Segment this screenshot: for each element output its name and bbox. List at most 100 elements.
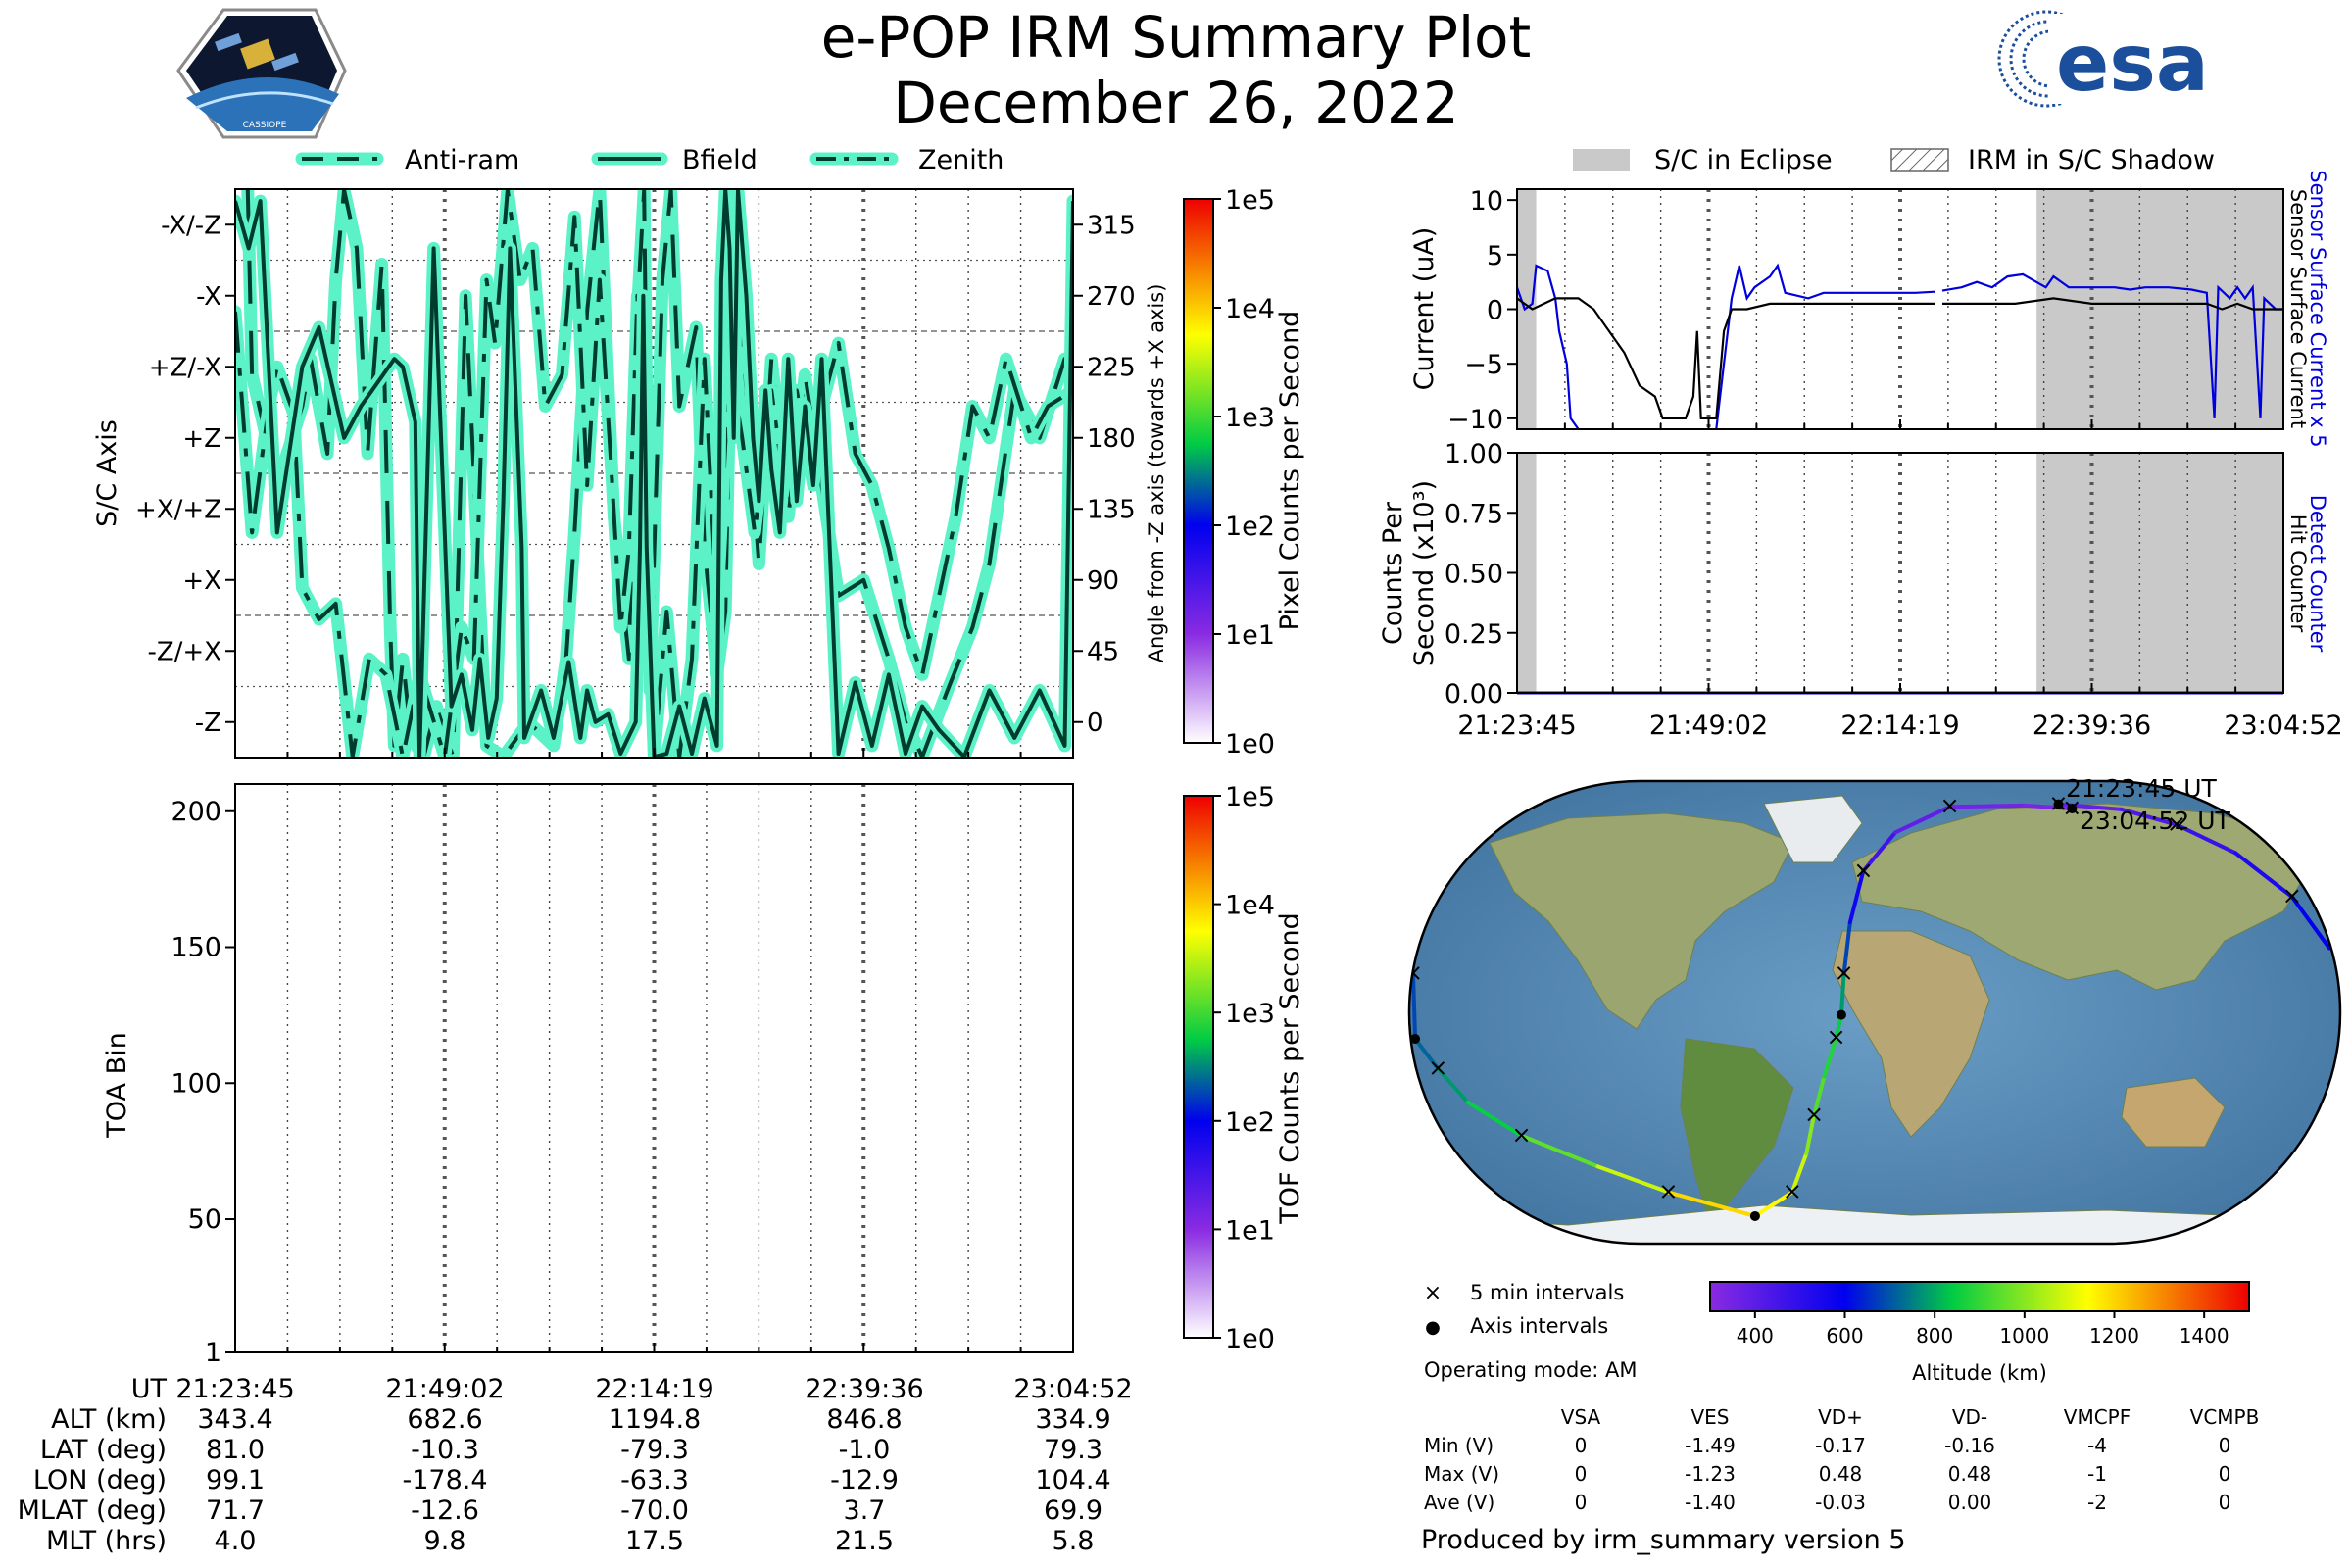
ephemeris-cell: 104.4 [1035, 1465, 1110, 1495]
y-tick-label: 0.75 [1445, 499, 1503, 529]
orbit-map: ×××××××××××××× 21:23:45 UT 23:04:52 UT [1407, 774, 2342, 1246]
ephemeris-cell: -79.3 [620, 1435, 689, 1465]
ephemeris-cell: 343.4 [197, 1404, 272, 1435]
y-tick-label: 5 [1487, 241, 1503, 271]
voltage-header: VMCPF [2064, 1405, 2131, 1429]
current-ticks: 10 5 0 −5 −10 [1447, 186, 2284, 435]
y-tick-label: +X/+Z [135, 495, 221, 524]
map-legend-dot-label: Axis intervals [1470, 1314, 1608, 1338]
orbit-track-segment [1752, 1190, 1794, 1218]
voltage-row-label: Min (V) [1424, 1434, 1494, 1457]
colorbar-tick-label: 1e4 [1225, 891, 1275, 921]
voltage-cell: -0.17 [1815, 1434, 1866, 1457]
surface-current-line [1942, 297, 2283, 311]
colorbar-tick-label: 1e1 [1225, 1215, 1275, 1246]
map-legend: × 5 min intervals ● Axis intervals [1424, 1281, 1625, 1338]
orbit-track-segment [2289, 895, 2331, 951]
y-tick-label: +X [182, 566, 221, 596]
eclipse-region [1517, 189, 1537, 429]
ephemeris-cell: -63.3 [620, 1465, 689, 1495]
voltage-cell: 0 [2219, 1462, 2231, 1486]
ephemeris-cell: -178.4 [402, 1465, 487, 1495]
voltage-row-label: Ave (V) [1424, 1491, 1494, 1514]
sensor-current-x5-line [1715, 263, 1936, 429]
x-tick-label: 22:14:19 [1840, 710, 1959, 741]
colorbar-tick-label: 800 [1916, 1324, 1953, 1348]
five-minute-marker: × [2167, 810, 2186, 838]
esa-swirl-icon [1997, 10, 2107, 108]
colorbar-tick-label: 400 [1737, 1324, 1774, 1348]
voltage-cell: 0 [2219, 1434, 2231, 1457]
orbit-track-segment [1847, 868, 1866, 925]
pixel-colorbar-ticks: 1e0 1e1 1e2 1e3 1e4 1e5 [1213, 185, 1275, 760]
y2-tick-label: 270 [1087, 282, 1136, 312]
esa-logo-text: esa [2056, 18, 2209, 109]
y-tick-label: -X/-Z [161, 211, 221, 240]
axis-interval-marker [2067, 804, 2078, 814]
orbit-track-segment [1893, 805, 1952, 835]
counts-y2label-blue: Detect Counter [2306, 495, 2329, 653]
orbit-track-segment [1595, 1164, 1671, 1195]
sc-axis-panel: -Z -Z/+X +X +X/+Z +Z +Z/-X -X -X/-Z 0 45 90 135 180… [92, 188, 1168, 759]
surface-current-line [1517, 297, 1936, 419]
y-tick-label: -X [196, 282, 221, 312]
page-date: December 26, 2022 [893, 70, 1458, 136]
australia-land [2121, 1077, 2226, 1148]
orbit-track: ×××××××××××××× [1409, 790, 2331, 1221]
five-minute-marker: × [1783, 1178, 1802, 1205]
y-tick-label: -Z/+X [147, 637, 221, 666]
sc-axis-right-ticks: 0 45 90 135 180 225 270 315 [234, 211, 1136, 758]
five-minute-marker: × [1853, 857, 1873, 884]
voltage-row-label: Max (V) [1424, 1462, 1499, 1486]
legend-eclipse: S/C in Eclipse IRM in S/C Shadow [1573, 145, 2215, 175]
pixel-colorbar: 1e0 1e1 1e2 1e3 1e4 1e5 Pixel Counts per Seco… [1183, 185, 1305, 760]
ephemeris-cell: 5.8 [1053, 1526, 1095, 1556]
tof-colorbar-ticks: 1e0 1e1 1e2 1e3 1e4 1e5 [1213, 782, 1275, 1354]
altitude-colorbar-label: Altitude (km) [1912, 1361, 2047, 1385]
y-tick-label: −10 [1447, 405, 1503, 435]
voltage-header: VES [1690, 1405, 1729, 1429]
five-minute-marker: × [1428, 1054, 1447, 1082]
ephemeris-cell: 79.3 [1044, 1435, 1102, 1465]
ephemeris-cell: -70.0 [620, 1495, 689, 1526]
voltage-cell: 0.00 [1948, 1491, 1992, 1514]
sc-axis-ylabel: S/C Axis [92, 419, 122, 527]
five-minute-marker: × [1835, 959, 1854, 987]
colorbar-tick-label: 1e0 [1225, 1324, 1275, 1354]
orbit-track-segment [1812, 1074, 1827, 1117]
operating-mode: Operating mode: AM [1424, 1358, 1637, 1382]
ephemeris-row-label: LAT (deg) [40, 1435, 167, 1465]
orbit-track-segment [1465, 1100, 1524, 1138]
series-zenith-line [235, 189, 1073, 758]
voltage-cell: 0 [1575, 1491, 1588, 1514]
ephemeris-cell: 21:23:45 [175, 1374, 294, 1404]
current-eclipse-shading [1517, 189, 2283, 429]
legend-label-eclipse: S/C in Eclipse [1654, 145, 1833, 175]
current-ylabel: Current (uA) [1409, 227, 1440, 391]
five-minute-marker: × [1658, 1178, 1678, 1205]
antarctica-land [1409, 1204, 2340, 1244]
y-tick-label: 10 [1470, 186, 1503, 217]
colorbar-tick-label: 1e3 [1225, 999, 1275, 1029]
legend-item-shadow: IRM in S/C Shadow [1890, 145, 2215, 175]
orbit-track-segment [1861, 830, 1898, 873]
y-tick-label: 0.25 [1445, 619, 1503, 650]
voltage-cell: 0.48 [1948, 1462, 1992, 1486]
orbit-track-segment [1413, 1037, 1441, 1071]
voltage-cell: -1.40 [1685, 1491, 1736, 1514]
ephemeris-cell: 22:39:36 [805, 1374, 923, 1404]
y-tick-label: +Z/-X [149, 353, 221, 382]
y-tick-label: -Z [195, 709, 221, 738]
south-america-land [1680, 1038, 1794, 1227]
voltage-header: VD- [1952, 1405, 1987, 1429]
axis-interval-marker [2053, 799, 2064, 809]
ephemeris-cell: 99.1 [206, 1465, 265, 1495]
map-legend-dot-icon: ● [1425, 1317, 1441, 1338]
y-tick-label: 0.50 [1445, 560, 1503, 590]
voltage-table: VSA VES VD+ VD- VMCPF VCMPB Min (V) 0 -1.49 -0.17… [1424, 1405, 2259, 1514]
y2-tick-label: 225 [1087, 353, 1136, 382]
eclipse-region [2036, 189, 2283, 429]
sc-axis-left-ticks: -Z -Z/+X +X +X/+Z +Z +Z/-X -X -X/-Z [135, 211, 235, 738]
y-tick-label: 1 [205, 1338, 221, 1368]
